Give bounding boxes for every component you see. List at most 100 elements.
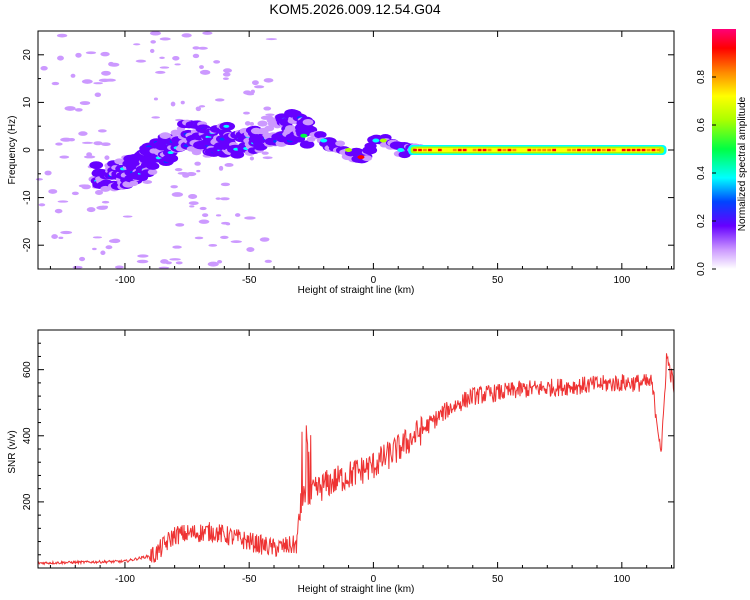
spectrogram-noise — [170, 101, 176, 107]
colorbar-axes: 0.0 0.2 0.4 0.6 0.8 — [696, 70, 716, 276]
spectrogram-noise — [220, 182, 231, 187]
colorbar-tick-label: 0.0 — [696, 262, 707, 276]
spectrogram-band-peak — [537, 148, 542, 152]
snr-xtick-label: 50 — [492, 574, 504, 585]
spectrogram-ridge-blob — [314, 131, 327, 139]
spectrogram-noise — [199, 65, 204, 70]
spectrogram-noise — [48, 189, 58, 194]
spectrogram-noise — [86, 207, 96, 213]
spectrogram-noise — [81, 141, 94, 144]
spectrogram-noise — [188, 201, 199, 205]
spectrogram-noise — [213, 60, 221, 64]
spectrogram-ridge-core — [223, 124, 230, 128]
snr-series-line — [37, 353, 675, 566]
spectrogram-band-peak — [532, 148, 537, 152]
spectrogram-noise — [74, 108, 83, 112]
chart-title: KOM5.2026.009.12.54.G04 — [269, 1, 440, 17]
spectrogram-noise — [75, 52, 82, 58]
spectrogram-noise — [170, 185, 178, 189]
spectrogram-noise — [60, 230, 73, 235]
spectrogram-noise — [265, 113, 275, 116]
spectrogram-ytick-label: -20 — [22, 238, 33, 253]
spectrogram-noise — [54, 208, 63, 214]
spectrogram-ytick-label: 20 — [22, 49, 33, 61]
spectrogram-noise — [94, 92, 102, 97]
spectrogram-noise — [55, 142, 63, 146]
colorbar-tick-label: 0.8 — [696, 70, 707, 84]
snr-xtick-label: -50 — [242, 574, 257, 585]
spectrogram-band-peak — [452, 148, 457, 152]
spectrogram-band-peak — [636, 148, 641, 152]
spectrogram-noise — [51, 234, 58, 240]
spectrogram-ridge-blob — [257, 120, 268, 127]
spectrogram-ytick-label: 10 — [22, 96, 33, 108]
spectrogram-noise — [194, 161, 201, 166]
spectrogram-band-peak — [497, 148, 502, 152]
spectrogram-noise — [159, 37, 171, 41]
spectrogram-ylabel: Frequency (Hz) — [7, 116, 18, 185]
snr-xtick-label: 100 — [613, 574, 630, 585]
spectrogram-noise — [57, 200, 69, 203]
spectrogram-ridge-core — [357, 155, 365, 160]
snr-panel: -100 -50 0 50 100 200 400 600 Height of straigh… — [7, 329, 675, 595]
spectrogram-band-peak — [656, 148, 661, 152]
spectrogram-noise — [174, 167, 183, 172]
spectrogram-band-peak — [437, 148, 442, 152]
spectrogram-band-peak — [631, 148, 636, 152]
spectrogram-band-peak — [527, 148, 532, 152]
spectrogram-noise — [262, 156, 273, 160]
spectrogram-band-peak — [567, 148, 571, 152]
colorbar-tick-label: 0.4 — [696, 166, 707, 180]
spectrogram-noise — [122, 215, 133, 218]
spectrogram-ridge-blob — [159, 132, 172, 139]
spectrogram-noise — [259, 237, 270, 242]
spectrogram-noise — [93, 82, 104, 85]
spectrogram-noise — [200, 69, 211, 75]
colorbar: 0.0 0.2 0.4 0.6 0.8 Normalized spectral ampl… — [696, 29, 748, 276]
snr-frame — [37, 329, 675, 569]
spectrogram-noise — [230, 240, 242, 244]
spectrogram-noise — [194, 236, 204, 240]
spectrogram-ytick-label: 0 — [22, 147, 33, 153]
spectrogram-noise — [261, 151, 269, 155]
spectrogram-noise — [92, 247, 97, 251]
snr-axes: -100 -50 0 50 100 200 400 600 — [22, 330, 674, 585]
spectrogram-noise — [222, 68, 233, 73]
spectrogram-noise — [150, 40, 156, 44]
colorbar-gradient — [712, 29, 736, 269]
spectrogram-noise — [81, 79, 93, 84]
colorbar-label: Normalized spectral amplitude — [737, 96, 748, 231]
spectrogram-noise — [252, 80, 259, 86]
spectrogram-band-peak — [646, 148, 651, 152]
spectrogram-noise — [215, 197, 221, 200]
spectrogram-noise — [189, 205, 195, 208]
spectrogram-noise — [40, 65, 48, 71]
spectrogram-band-peak — [547, 148, 552, 152]
spectrogram-band-peak — [577, 148, 581, 152]
spectrogram-ridge-blob — [302, 118, 314, 126]
spectrogram-noise — [195, 106, 202, 112]
spectrogram-ridge-core — [167, 151, 174, 155]
spectrogram-noise — [219, 197, 230, 201]
spectrogram-noise — [86, 152, 93, 157]
spectrogram-noise — [249, 156, 255, 161]
spectrogram-noise — [249, 121, 254, 126]
spectrogram-noise — [234, 213, 241, 217]
spectrogram-noise — [70, 73, 76, 78]
spectrogram-noise — [171, 192, 184, 197]
spectrogram-noise — [243, 90, 252, 95]
snr-xtick-label: 0 — [371, 574, 377, 585]
spectrogram-ridge-core — [379, 138, 387, 143]
snr-xlabel: Height of straight line (km) — [298, 584, 415, 595]
spectrogram-noise — [192, 53, 200, 59]
spectrogram-noise — [207, 261, 219, 267]
spectrogram-band-peak — [487, 148, 492, 152]
spectrogram-noise — [165, 261, 172, 265]
spectrogram-noise — [60, 137, 72, 142]
spectrogram-ridge-blob — [129, 180, 139, 187]
spectrogram-noise — [202, 213, 209, 218]
snr-ytick-label: 600 — [22, 361, 33, 378]
spectrogram-noise — [79, 256, 86, 262]
spectrogram-noise — [243, 111, 250, 115]
